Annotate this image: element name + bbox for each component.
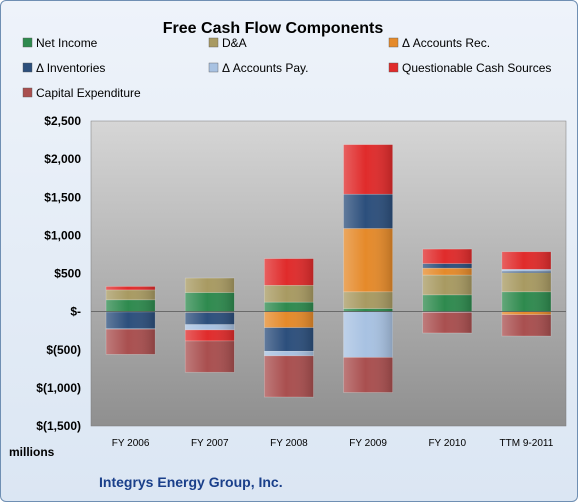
bar-shine (264, 311, 314, 328)
bar-shine (106, 289, 156, 300)
y-tick-label: $1,500 (44, 190, 81, 204)
bar-shine (264, 285, 314, 303)
bar-shine (422, 268, 472, 276)
bar-shine (422, 312, 472, 333)
bar-shine (343, 228, 393, 292)
legend-label: Δ Accounts Rec. (402, 36, 490, 50)
x-tick-label: FY 2008 (270, 438, 308, 449)
legend-swatch (388, 37, 399, 48)
plot-area (90, 120, 567, 427)
bar-shine (501, 271, 551, 273)
y-tick-label: $500 (54, 267, 81, 281)
y-tick-label: $(500) (46, 343, 81, 357)
bar-shine (501, 251, 551, 270)
bar-shine (264, 302, 314, 312)
bar-shine (185, 312, 235, 325)
chart-title: Free Cash Flow Components (163, 20, 384, 37)
bar-shine (343, 291, 393, 309)
bar-shine (185, 340, 235, 373)
bar-shine (501, 272, 551, 292)
legend-label: Questionable Cash Sources (402, 61, 551, 75)
y-tick-label: $- (70, 305, 81, 319)
bar-shine (343, 194, 393, 229)
legend: Net Income D&A Δ Accounts Rec. Δ Inventorie… (22, 36, 551, 100)
legend-swatch (22, 62, 33, 73)
legend-swatch (22, 37, 33, 48)
bar-shine (185, 324, 235, 330)
x-tick-label: FY 2007 (191, 438, 229, 449)
bar-shine (422, 294, 472, 312)
bar-shine (501, 311, 551, 315)
bar-shine (343, 144, 393, 195)
x-tick-label: FY 2006 (112, 438, 150, 449)
bar-shine (264, 355, 314, 398)
bar-shine (422, 275, 472, 295)
bar-shine (422, 263, 472, 269)
legend-label: D&A (222, 36, 247, 50)
y-tick-label: $(1,500) (36, 419, 81, 433)
legend-swatch (208, 37, 219, 48)
bar-shine (185, 329, 235, 341)
legend-swatch (22, 87, 33, 98)
y-tick-label: $1,000 (44, 228, 81, 242)
y-tick-label: $(1,000) (36, 381, 81, 395)
bar-shine (343, 308, 393, 312)
legend-label: Δ Inventories (36, 61, 105, 75)
y-unit-label: millions (9, 445, 55, 459)
y-tick-label: $2,500 (44, 114, 81, 128)
bar-shine (106, 286, 156, 290)
legend-swatch (208, 62, 219, 73)
bar-shine (264, 351, 314, 356)
legend-label: Capital Expenditure (36, 86, 141, 100)
legend-swatch (388, 62, 399, 73)
bars (105, 144, 552, 398)
y-axis: $2,500 $2,000 $1,500 $1,000 $500 $- $(500) $(1,… (36, 114, 81, 433)
bar-shine (185, 292, 235, 312)
x-tick-label: FY 2010 (428, 438, 466, 449)
bar-shine (501, 291, 551, 312)
bar-shine (343, 311, 393, 358)
bar-shine (106, 299, 156, 312)
x-axis: FY 2006 FY 2007 FY 2008 FY 2009 FY 2010 TTM 9… (112, 438, 554, 449)
bar-shine (501, 314, 551, 337)
bar-shine (264, 327, 314, 352)
y-tick-label: $2,000 (44, 152, 81, 166)
x-tick-label: FY 2009 (349, 438, 387, 449)
company-name: Integrys Energy Group, Inc. (99, 474, 283, 490)
bar-shine (106, 329, 156, 355)
bar-shine (106, 312, 156, 329)
legend-label: Δ Accounts Pay. (222, 61, 309, 75)
bar-shine (422, 249, 472, 264)
bar-shine (343, 357, 393, 393)
bar-shine (185, 278, 235, 293)
x-tick-label: TTM 9-2011 (500, 438, 554, 449)
bar-shine (264, 258, 314, 286)
legend-label: Net Income (36, 36, 98, 50)
bar-shine (501, 269, 551, 272)
